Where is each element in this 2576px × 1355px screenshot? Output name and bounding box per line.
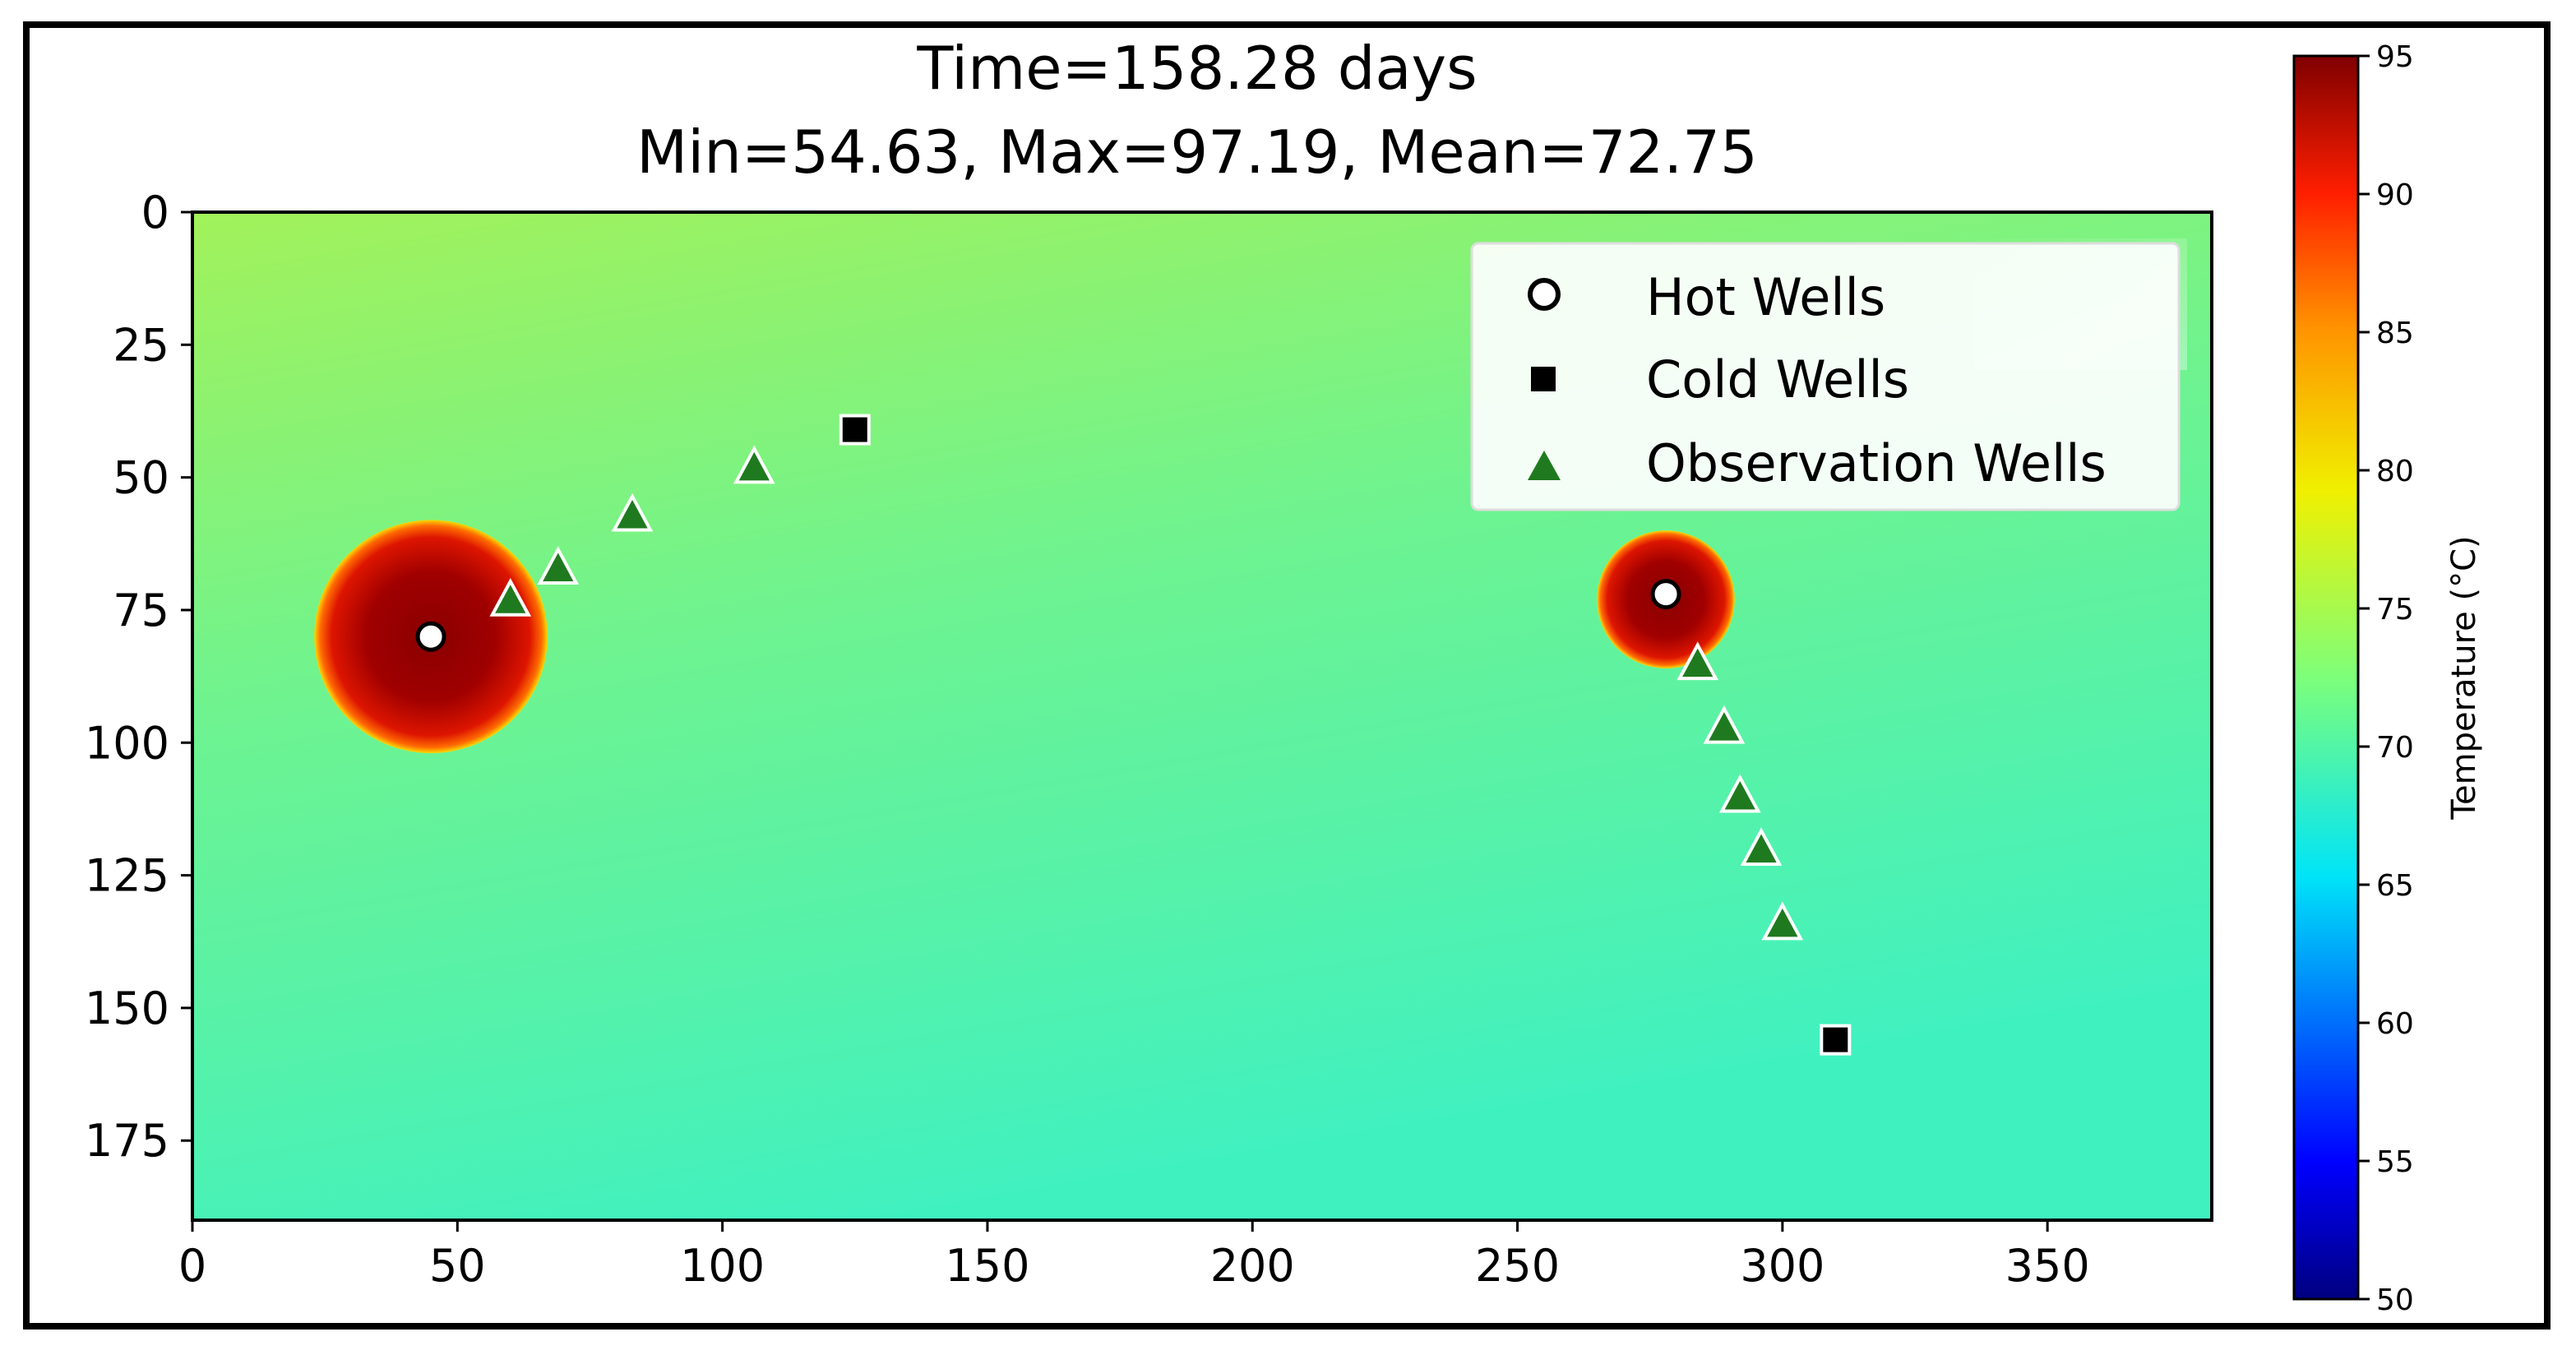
x-tick-label-300: 300	[1740, 1240, 1824, 1292]
observation-wells-marker-7	[1740, 827, 1783, 867]
colorbar: 50 55 60 65 70 75 80 85 90 95 Temperature (°C)	[2292, 40, 2483, 1317]
plot-frame	[191, 210, 2213, 1222]
legend-cold-wells-label: Cold Wells	[1646, 349, 1909, 409]
x-axis: 0 50 100 150 200 250 300 350	[178, 1220, 2090, 1292]
y-tick-label-100: 100	[85, 717, 169, 769]
x-tick-label-200: 200	[1210, 1240, 1295, 1292]
observation-wells-marker-3	[733, 445, 775, 484]
colorbar-tick-label-75: 75	[2376, 593, 2414, 627]
x-tick-label-0: 0	[178, 1240, 206, 1292]
observation-wells-marker-6	[1718, 774, 1761, 813]
well-markers	[415, 414, 1852, 1056]
colorbar-tick-label-95: 95	[2376, 40, 2414, 74]
y-tick-label-0: 0	[141, 187, 169, 238]
colorbar-tick-label-80: 80	[2376, 455, 2414, 488]
x-tick-label-100: 100	[680, 1240, 765, 1292]
cold-wells-marker-1	[1820, 1024, 1852, 1056]
observation-wells-marker-1	[537, 546, 580, 585]
x-tick-label-250: 250	[1475, 1240, 1560, 1292]
colorbar-tick-label-50: 50	[2376, 1283, 2414, 1317]
y-tick-label-25: 25	[113, 319, 169, 371]
chart-subtitle: Min=54.63, Max=97.19, Mean=72.75	[636, 118, 1758, 187]
y-tick-label-75: 75	[113, 585, 169, 636]
observation-wells-marker-0	[489, 577, 532, 617]
legend-hot-wells-label: Hot Wells	[1646, 267, 1885, 327]
y-tick-label-50: 50	[113, 452, 169, 504]
legend-observation-wells-marker	[1528, 451, 1561, 480]
legend: Hot Wells Cold Wells Observation Wells	[1470, 242, 2181, 511]
y-tick-label-125: 125	[85, 850, 169, 902]
hot-wells-marker-0	[415, 621, 446, 652]
x-tick-label-50: 50	[429, 1240, 486, 1292]
colorbar-tick-label-85: 85	[2376, 317, 2414, 350]
y-axis: 0 25 50 75 100 125 150 175	[85, 187, 192, 1167]
colorbar-ticks: 50 55 60 65 70 75 80 85 90 95	[2358, 40, 2414, 1317]
hot-wells-marker-1	[1650, 579, 1681, 610]
colorbar-tick-label-65: 65	[2376, 869, 2414, 903]
colorbar-tick-label-55: 55	[2376, 1145, 2414, 1179]
chart-title: Time=158.28 days	[916, 34, 1477, 103]
legend-hot-wells-marker	[1528, 278, 1561, 311]
legend-cold-wells-marker	[1531, 367, 1556, 391]
colorbar-gradient-bar	[2292, 54, 2360, 1301]
observation-wells-marker-4	[1676, 641, 1719, 681]
cold-wells-marker-0	[839, 414, 871, 446]
colorbar-tick-label-70: 70	[2376, 731, 2414, 765]
observation-wells-marker-8	[1761, 901, 1804, 941]
x-tick-label-350: 350	[2005, 1240, 2090, 1292]
colorbar-tick-label-90: 90	[2376, 178, 2414, 212]
y-tick-label-150: 150	[85, 983, 169, 1034]
observation-wells-marker-2	[611, 493, 654, 532]
x-tick-label-150: 150	[945, 1240, 1029, 1292]
legend-box	[1470, 242, 2181, 511]
legend-observation-wells-label: Observation Wells	[1646, 433, 2107, 493]
observation-wells-marker-5	[1703, 705, 1746, 744]
colorbar-tick-label-60: 60	[2376, 1007, 2414, 1041]
y-tick-label-175: 175	[85, 1115, 169, 1167]
colorbar-label: Temperature (°C)	[2445, 535, 2483, 820]
